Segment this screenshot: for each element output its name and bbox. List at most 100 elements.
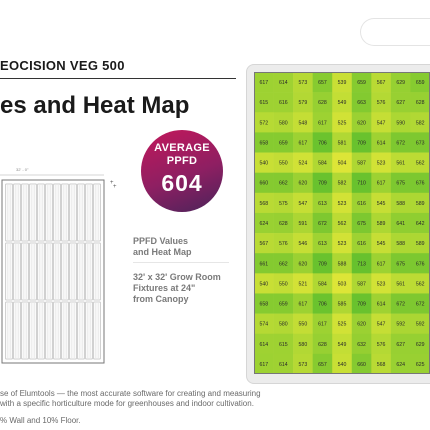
heatmap-cell <box>332 253 353 274</box>
heatmap-value: 672 <box>318 221 327 227</box>
fixture-bar <box>93 242 101 301</box>
heatmap-value: 572 <box>259 120 268 126</box>
footer-line-3: % Wall and 10% Floor. <box>0 416 81 425</box>
heatmap-value: 617 <box>259 362 268 368</box>
heatmap-cell <box>390 233 411 254</box>
heatmap-value: 629 <box>396 80 405 86</box>
heatmap-value: 584 <box>318 281 327 287</box>
heatmap-cell <box>332 92 353 113</box>
heatmap-value: 547 <box>299 201 308 207</box>
heatmap-cell <box>293 192 313 214</box>
heatmap-cell <box>371 132 392 153</box>
heatmap-cell <box>332 293 353 314</box>
heatmap-cell <box>351 72 372 93</box>
heatmap-value: 657 <box>318 80 327 86</box>
fixture-bar <box>69 183 77 242</box>
heatmap-cell <box>390 132 411 153</box>
heatmap-cell <box>410 192 430 214</box>
heatmap-value: 709 <box>318 181 327 187</box>
fixture-bar <box>69 242 77 301</box>
heatmap-cell <box>351 253 372 274</box>
heatmap-cell <box>332 192 353 214</box>
heatmap-value: 592 <box>396 322 405 328</box>
heatmap-value: 628 <box>318 100 327 106</box>
caption-room: 32' x 32' Grow Room Fixtures at 24" from… <box>133 272 243 305</box>
heatmap-cell <box>410 72 430 93</box>
badge-label-average: AVERAGE <box>154 142 210 154</box>
heatmap-value: 617 <box>259 80 268 86</box>
heatmap-cell <box>312 72 333 93</box>
heatmap-value: 625 <box>416 362 425 368</box>
fixture-bar <box>13 183 21 242</box>
heatmap-value: 547 <box>377 322 386 328</box>
footer-line-2: with a specific horticulture mode for gr… <box>0 399 254 408</box>
fixture-bar <box>85 301 93 360</box>
heatmap-value: 504 <box>338 161 347 167</box>
heatmap-value: 614 <box>279 362 288 368</box>
title-underline <box>0 78 236 79</box>
heatmap-cell <box>312 313 333 335</box>
heatmap-value: 615 <box>279 342 288 348</box>
heatmap-value: 628 <box>416 100 425 106</box>
heatmap-cell <box>273 253 294 274</box>
heatmap-cell <box>351 333 372 355</box>
heatmap-value: 617 <box>377 261 386 267</box>
heatmap-cell <box>293 233 313 254</box>
ppfd-heatmap: 617 614 573 657 539 659 567 629 659 615 616 579 628 5… <box>254 72 430 374</box>
heatmap-value: 617 <box>299 302 308 308</box>
product-title: EOCISION VEG 500 <box>0 58 125 73</box>
heatmap-value: 573 <box>299 80 308 86</box>
fixture-bar <box>45 183 53 242</box>
heatmap-value: 657 <box>318 362 327 368</box>
heatmap-cell <box>410 353 430 374</box>
heatmap-cell <box>273 212 294 234</box>
heatmap-cell <box>254 353 274 374</box>
heatmap-value: 550 <box>299 322 308 328</box>
heatmap-value: 676 <box>416 261 425 267</box>
heatmap-value: 660 <box>357 362 366 368</box>
heatmap-cell <box>371 273 392 294</box>
heatmap-cell <box>410 313 430 335</box>
fixture-bar <box>21 301 29 360</box>
heatmap-value: 673 <box>416 140 425 146</box>
heatmap-value: 627 <box>396 342 405 348</box>
fixture-bar <box>77 183 85 242</box>
svg-text:+: + <box>113 184 117 190</box>
heatmap-value: 549 <box>338 342 347 348</box>
heatmap-cell <box>390 92 411 113</box>
heatmap-cell <box>293 92 313 113</box>
heatmap-value: 620 <box>299 181 308 187</box>
heatmap-cell <box>351 233 372 254</box>
heatmap-value: 550 <box>279 161 288 167</box>
heatmap-cell <box>410 172 430 194</box>
badge-value: 604 <box>161 170 203 196</box>
heatmap-cell <box>371 353 392 374</box>
heatmap-cell <box>332 172 353 194</box>
decorative-tab <box>360 18 430 46</box>
fixture-bar <box>13 242 21 301</box>
heatmap-cell <box>312 233 333 254</box>
heatmap-value: 709 <box>357 302 366 308</box>
heatmap-value: 579 <box>299 100 308 106</box>
heatmap-value: 587 <box>357 161 366 167</box>
heatmap-value: 660 <box>259 181 268 187</box>
heatmap-value: 562 <box>416 281 425 287</box>
heatmap-cell <box>273 92 294 113</box>
heatmap-value: 588 <box>396 241 405 247</box>
heatmap-cell <box>390 212 411 234</box>
heatmap-cell <box>273 152 294 173</box>
heatmap-cell <box>371 172 392 194</box>
heatmap-value: 561 <box>396 281 405 287</box>
page-heading: es and Heat Map <box>0 92 190 119</box>
heatmap-cell <box>273 293 294 314</box>
fixture-bar <box>85 183 93 242</box>
heatmap-cell <box>371 233 392 254</box>
heatmap-cell <box>371 333 392 355</box>
heatmap-value: 713 <box>357 261 366 267</box>
heatmap-value: 617 <box>377 181 386 187</box>
heatmap-value: 540 <box>338 362 347 368</box>
heatmap-cell <box>371 92 392 113</box>
heatmap-cell <box>273 233 294 254</box>
heatmap-cell <box>351 293 372 314</box>
heatmap-cell <box>293 353 313 374</box>
